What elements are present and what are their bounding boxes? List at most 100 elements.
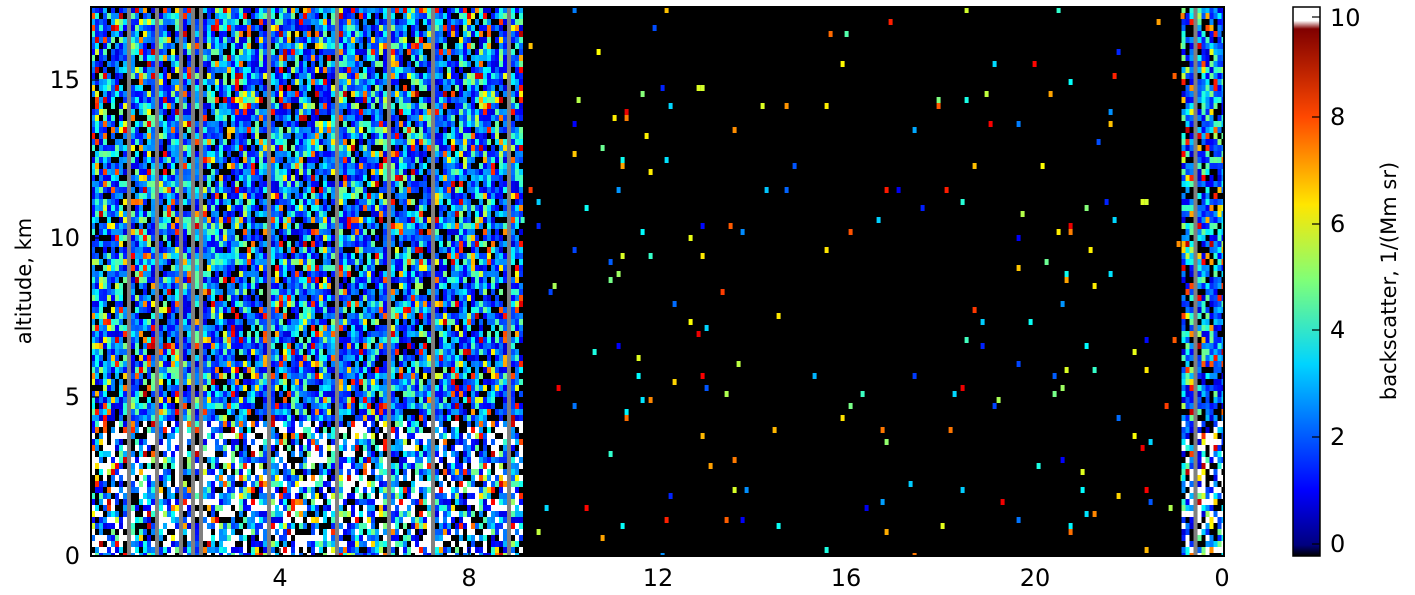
heatmap-cell	[151, 175, 155, 181]
heatmap-cell	[247, 319, 251, 325]
heatmap-cell	[351, 433, 355, 439]
heatmap-cell	[323, 121, 327, 127]
heatmap-cell	[331, 457, 335, 463]
heatmap-cell	[319, 217, 323, 223]
heatmap-cell	[159, 409, 163, 415]
heatmap-cell	[227, 391, 231, 397]
heatmap-cell	[279, 301, 283, 307]
heatmap-cell	[287, 337, 291, 343]
heatmap-cell	[203, 19, 207, 25]
heatmap-cell	[147, 121, 151, 127]
heatmap-cell	[207, 295, 211, 301]
heatmap-cell	[383, 19, 387, 25]
heatmap-cell	[315, 169, 319, 175]
heatmap-cell	[243, 109, 247, 115]
heatmap-cell	[311, 241, 315, 247]
heatmap-cell	[299, 277, 303, 283]
heatmap-cell	[171, 325, 175, 331]
heatmap-cell	[367, 49, 371, 55]
heatmap-cell	[187, 7, 191, 13]
heatmap-cell	[215, 289, 219, 295]
heatmap-cell	[235, 67, 239, 73]
heatmap-cell	[295, 433, 299, 439]
heatmap-cell	[355, 61, 359, 67]
heatmap-cell	[347, 61, 351, 67]
heatmap-cell	[207, 433, 211, 439]
heatmap-cell	[207, 79, 211, 85]
heatmap-cell	[143, 217, 147, 223]
heatmap-cell	[327, 91, 331, 97]
heatmap-cell	[255, 547, 259, 553]
heatmap-cell	[211, 109, 215, 115]
heatmap-cell	[195, 205, 199, 211]
heatmap-cell	[207, 187, 211, 193]
heatmap-cell	[163, 349, 167, 355]
heatmap-cell	[307, 277, 311, 283]
heatmap-cell	[235, 115, 239, 121]
heatmap-cell	[171, 145, 175, 151]
heatmap-cell	[111, 235, 115, 241]
heatmap-cell	[323, 43, 327, 49]
heatmap-cell	[175, 469, 179, 475]
heatmap-cell	[327, 295, 331, 301]
heatmap-cell	[271, 469, 275, 475]
heatmap-cell	[351, 55, 355, 61]
heatmap-cell	[303, 319, 307, 325]
heatmap-cell	[167, 337, 171, 343]
heatmap-cell	[131, 391, 135, 397]
heatmap-cell	[123, 391, 127, 397]
heatmap-cell	[275, 517, 279, 523]
heatmap-cell	[99, 289, 103, 295]
heatmap-cell	[347, 385, 351, 391]
heatmap-cell	[339, 391, 343, 397]
heatmap-cell	[119, 451, 123, 457]
heatmap-cell	[223, 433, 227, 439]
heatmap-cell	[259, 187, 263, 193]
heatmap-cell	[259, 169, 263, 175]
heatmap-cell	[123, 151, 127, 157]
heatmap-cell	[119, 457, 123, 463]
heatmap-cell	[359, 397, 363, 403]
heatmap-cell	[239, 283, 243, 289]
heatmap-cell	[255, 427, 259, 433]
heatmap-cell	[219, 391, 223, 397]
heatmap-cell	[227, 175, 231, 181]
heatmap-cell	[163, 367, 167, 373]
heatmap-cell	[343, 97, 347, 103]
heatmap-cell	[187, 319, 191, 325]
heatmap-cell	[107, 259, 111, 265]
heatmap-cell	[311, 313, 315, 319]
heatmap-cell	[239, 427, 243, 433]
heatmap-cell	[363, 121, 367, 127]
heatmap-cell	[259, 535, 263, 541]
heatmap-cell	[103, 121, 107, 127]
heatmap-cell	[115, 205, 119, 211]
heatmap-cell	[323, 355, 327, 361]
heatmap-cell	[255, 391, 259, 397]
heatmap-cell	[283, 301, 287, 307]
heatmap-cell	[291, 25, 295, 31]
heatmap-cell	[135, 169, 139, 175]
heatmap-cell	[143, 439, 147, 445]
heatmap-cell	[367, 91, 371, 97]
heatmap-cell	[331, 511, 335, 517]
heatmap-cell	[135, 91, 139, 97]
heatmap-cell	[231, 475, 235, 481]
heatmap-cell	[143, 457, 147, 463]
heatmap-cell	[343, 391, 347, 397]
heatmap-cell	[351, 427, 355, 433]
heatmap-cell	[255, 421, 259, 427]
heatmap-cell	[211, 373, 215, 379]
heatmap-cell	[219, 493, 223, 499]
heatmap-cell	[367, 487, 371, 493]
heatmap-cell	[119, 535, 123, 541]
heatmap-cell	[291, 421, 295, 427]
heatmap-cell	[227, 451, 231, 457]
heatmap-cell	[259, 127, 263, 133]
heatmap-cell	[147, 373, 151, 379]
heatmap-cell	[131, 481, 135, 487]
heatmap-cell	[131, 229, 135, 235]
heatmap-cell	[171, 541, 175, 547]
heatmap-cell	[215, 259, 219, 265]
heatmap-cell	[291, 13, 295, 19]
